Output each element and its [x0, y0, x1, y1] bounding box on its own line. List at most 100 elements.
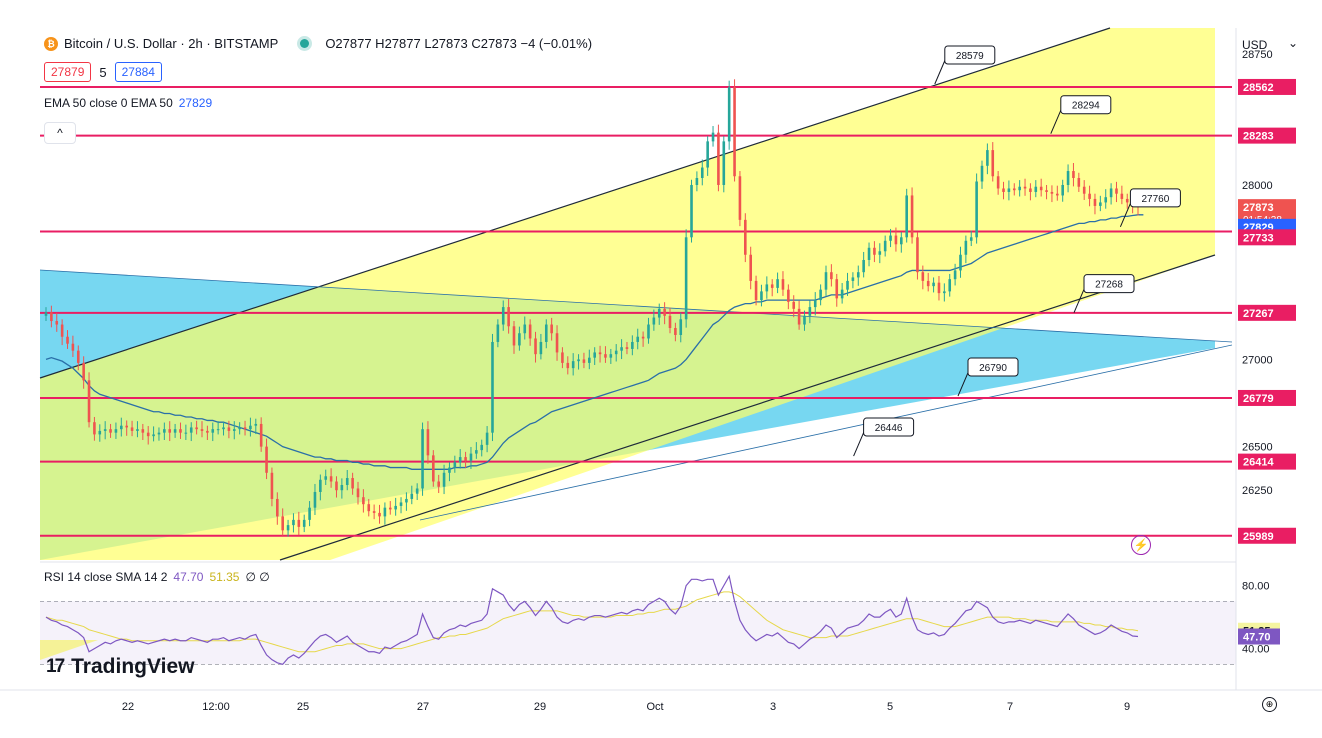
candle-body	[1125, 198, 1129, 203]
callout-label: 27268	[1095, 280, 1123, 291]
candle-body	[512, 326, 516, 346]
candle-body	[76, 350, 80, 363]
candle-body	[717, 132, 720, 185]
candle-body	[458, 457, 462, 463]
currency-selector[interactable]: USD	[1242, 38, 1268, 52]
candle-body	[518, 333, 521, 346]
candle-body	[523, 324, 527, 334]
candle-body	[1018, 186, 1021, 191]
candle-body	[501, 307, 505, 325]
candle-body	[932, 282, 935, 287]
rsi-legend[interactable]: RSI 14 close SMA 14 2 47.70 51.35 ∅ ∅	[44, 570, 270, 584]
candle-body	[281, 516, 284, 531]
candle-body	[975, 181, 978, 238]
candle-body	[206, 430, 209, 433]
symbol-title[interactable]: Bitcoin / U.S. Dollar · 2h · BITSTAMP	[64, 36, 279, 51]
candle-body	[1023, 186, 1027, 189]
candle-body	[324, 476, 328, 480]
buy-button[interactable]: 27884	[114, 62, 162, 82]
candle-body	[926, 280, 930, 287]
candle-body	[846, 280, 849, 290]
candle-body	[491, 341, 494, 433]
candle-body	[448, 467, 451, 473]
candle-body	[453, 462, 457, 468]
candle-body	[614, 350, 618, 355]
candle-body	[496, 324, 500, 342]
price-tag-label: 26414	[1243, 457, 1274, 469]
rsi-band	[40, 601, 1236, 665]
sell-button[interactable]: 27879	[44, 62, 92, 82]
wedge-lower-line	[419, 344, 1233, 521]
price-tag-label: 27267	[1243, 308, 1274, 320]
candle-body	[222, 427, 225, 430]
channel-shape	[40, 28, 1215, 660]
rsi-extra: ∅ ∅	[245, 570, 270, 584]
rsi-sma-value: 51.35	[209, 570, 240, 584]
candle-body	[824, 272, 828, 290]
candle-body	[706, 141, 709, 168]
candle-body	[738, 176, 742, 220]
candle-body	[276, 498, 279, 517]
ohlc-readout: O27877 H27877 L27873 C27873 −4 (−0.01%)	[325, 36, 593, 51]
y-tick-label: 26500	[1242, 442, 1273, 454]
price-tag	[1238, 78, 1296, 95]
candle-body	[813, 300, 817, 308]
price-tag-label: 27873	[1243, 202, 1274, 214]
candle-body	[313, 491, 317, 508]
callout-label: 28294	[1072, 101, 1100, 112]
candle-body	[249, 425, 252, 430]
candle-body	[625, 347, 629, 349]
candle-body	[894, 235, 898, 245]
callout-label: 26790	[979, 363, 1007, 374]
candle-body	[345, 478, 349, 485]
candle-body	[550, 324, 553, 334]
candle-body	[168, 429, 172, 433]
candle-body	[227, 427, 231, 431]
candle-body	[733, 87, 736, 177]
candle-body	[66, 336, 69, 344]
candle-body	[136, 429, 139, 431]
candle-body	[388, 507, 392, 510]
candle-body	[109, 429, 112, 433]
symbol-header[interactable]: ₿ Bitcoin / U.S. Dollar · 2h · BITSTAMP …	[44, 36, 592, 51]
tradingview-logo[interactable]: 17 TradingView	[46, 655, 194, 679]
candle-body	[103, 429, 107, 431]
candle-body	[270, 472, 274, 499]
candle-body	[679, 319, 683, 335]
price-tag-label: 25989	[1243, 531, 1274, 543]
candle-body	[1012, 188, 1016, 191]
candle-body	[216, 429, 220, 431]
candle-body	[856, 272, 860, 278]
y-tick-label: 28750	[1242, 49, 1273, 61]
candle-body	[394, 505, 397, 510]
ema-label: EMA 50 close 0 EMA 50	[44, 96, 173, 110]
rsi-path	[45, 574, 1139, 666]
price-axis: 28750 28000 27000 26500 26250 28562 28283 27873…	[1235, 28, 1296, 690]
candle-body	[130, 427, 134, 431]
rsi-level-label: 80.00	[1242, 581, 1270, 593]
candle-body	[184, 432, 188, 434]
candle-body	[50, 312, 53, 322]
ema-legend[interactable]: EMA 50 close 0 EMA 50 27829	[44, 96, 212, 110]
candle-body	[378, 512, 381, 517]
candle-body	[835, 279, 839, 299]
candle-body	[259, 423, 263, 447]
candle-body	[405, 498, 408, 503]
candle-body	[577, 359, 580, 362]
candle-body	[1061, 184, 1064, 196]
candle-body	[754, 280, 758, 301]
candle-body	[93, 422, 96, 435]
chevron-down-icon[interactable]: ⌄	[1288, 36, 1299, 50]
candle-body	[243, 427, 247, 430]
candle-body	[641, 336, 645, 339]
candle-body	[464, 457, 467, 461]
reset-chart-icon[interactable]: ⊕	[1262, 697, 1277, 712]
candle-body	[539, 341, 543, 355]
ema-value: 27829	[178, 96, 213, 110]
candle-body	[803, 315, 806, 325]
flash-icon[interactable]: ⚡	[1131, 535, 1151, 555]
candle-body	[561, 352, 564, 363]
collapse-indicators-button[interactable]: ^	[44, 122, 76, 144]
price-tag	[1238, 304, 1296, 321]
